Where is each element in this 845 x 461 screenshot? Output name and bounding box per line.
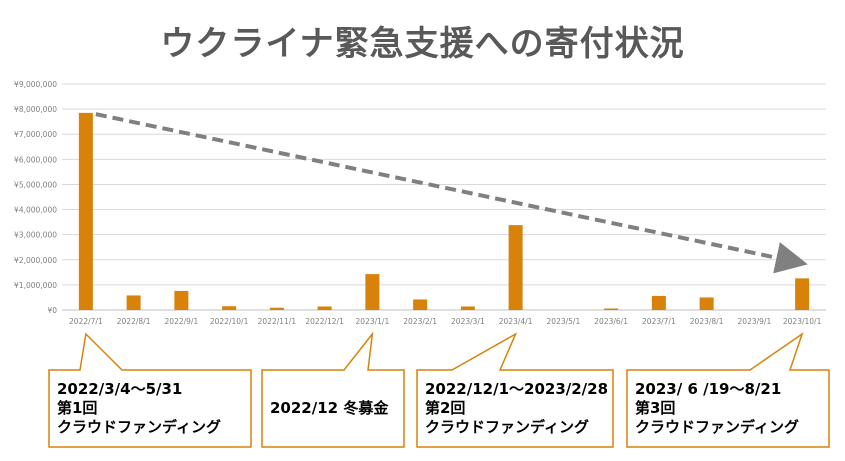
bar — [508, 225, 523, 310]
callout-line: 第3回 — [635, 399, 676, 417]
callout-text: 2022/12 冬募金 — [270, 399, 388, 418]
y-tick-label: ¥8,000,000 — [14, 105, 57, 114]
bar — [413, 299, 428, 310]
y-tick-label: ¥0 — [47, 306, 57, 315]
x-tick-label: 2022/9/1 — [165, 317, 199, 326]
callout-line: 2022/12/1～2023/2/28 — [425, 380, 609, 398]
x-tick-label: 2022/11/1 — [258, 317, 297, 326]
x-tick-label: 2022/8/1 — [117, 317, 151, 326]
x-tick-label: 2022/7/1 — [69, 317, 103, 326]
x-tick-label: 2023/3/1 — [451, 317, 485, 326]
x-tick-label: 2022/12/1 — [305, 317, 344, 326]
callout-line: クラウドファンディング — [425, 418, 589, 436]
bar — [222, 306, 237, 310]
bar — [795, 278, 810, 310]
x-tick-label: 2023/1/1 — [356, 317, 390, 326]
x-tick-label: 2023/5/1 — [547, 317, 581, 326]
bar — [604, 308, 619, 310]
callout-line: クラウドファンディング — [635, 418, 799, 436]
callout-text: 2022/12/1～2023/2/28 第2回 クラウドファンディング — [425, 380, 608, 437]
callout-box — [416, 332, 614, 448]
y-tick-label: ¥7,000,000 — [14, 130, 57, 139]
x-tick-label: 2023/8/1 — [690, 317, 724, 326]
y-tick-label: ¥6,000,000 — [14, 155, 57, 164]
x-tick-label: 2022/10/1 — [210, 317, 249, 326]
y-tick-label: ¥9,000,000 — [14, 80, 57, 89]
callout-text: 2022/3/4～5/31 第1回 クラウドファンディング — [57, 380, 221, 437]
y-tick-label: ¥1,000,000 — [14, 281, 57, 290]
x-tick-label: 2023/6/1 — [594, 317, 628, 326]
callout-line: 2022/12 冬募金 — [270, 399, 389, 417]
x-tick-label: 2023/9/1 — [738, 317, 772, 326]
bar — [699, 297, 714, 310]
x-tick-label: 2023/2/1 — [403, 317, 437, 326]
callout-line: クラウドファンディング — [57, 418, 221, 436]
x-tick-label: 2023/4/1 — [499, 317, 533, 326]
bar — [365, 274, 380, 310]
callout-line: 第1回 — [57, 399, 98, 417]
bar — [317, 306, 332, 310]
callout-box — [261, 331, 405, 448]
y-tick-label: ¥3,000,000 — [14, 231, 57, 240]
y-tick-label: ¥5,000,000 — [14, 180, 57, 189]
y-tick-label: ¥4,000,000 — [14, 206, 57, 215]
callout-line: 2022/3/4～5/31 — [57, 380, 183, 398]
bar — [174, 290, 189, 310]
trend-arrow — [95, 112, 808, 274]
bar — [460, 306, 475, 310]
callout-text: 2023/ 6 /19～8/21 第3回 クラウドファンディング — [635, 380, 799, 437]
chart-title: ウクライナ緊急支援への寄付状況 — [160, 24, 685, 64]
bar — [78, 112, 93, 310]
x-tick-label: 2023/7/1 — [642, 317, 676, 326]
bar — [126, 295, 141, 310]
callout-box — [626, 332, 830, 448]
x-tick-label: 2023/10/1 — [783, 317, 822, 326]
callout-box — [48, 332, 252, 448]
y-tick-label: ¥2,000,000 — [14, 256, 57, 265]
callout-line: 第2回 — [425, 399, 466, 417]
bar — [269, 307, 284, 310]
bar — [651, 295, 666, 310]
callout-line: 2023/ 6 /19～8/21 — [635, 380, 782, 398]
